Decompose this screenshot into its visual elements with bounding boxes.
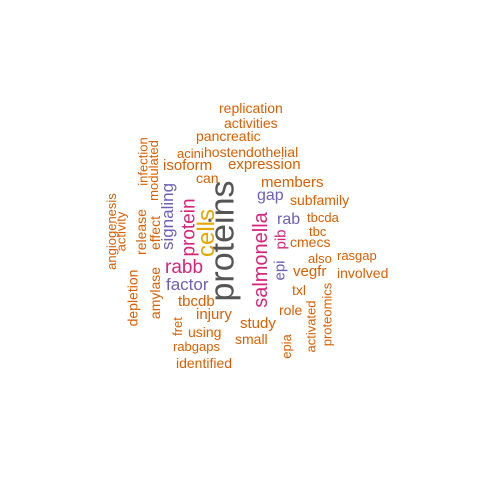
word-isoform: isoform — [163, 157, 213, 174]
word-proteomics: proteomics — [319, 282, 335, 347]
word-effect: effect — [147, 216, 163, 250]
word-subfamily: subfamily — [290, 192, 350, 208]
word-involved: involved — [337, 265, 389, 281]
word-release: release — [132, 209, 149, 255]
word-identified: identified — [176, 355, 233, 371]
word-fret: fret — [169, 317, 185, 336]
word-rasgap: rasgap — [337, 248, 377, 263]
word-members: members — [261, 174, 324, 191]
word-rabb: rabb — [165, 257, 204, 278]
word-small: small — [235, 331, 268, 347]
word-hostendothelial: hostendothelial — [204, 144, 299, 160]
word-salmonella: salmonella — [249, 212, 272, 308]
word-study: study — [240, 315, 276, 332]
word-acini: acini — [177, 146, 204, 161]
word-vegfr: vegfr — [293, 263, 327, 280]
word-rabgaps: rabgaps — [173, 339, 220, 354]
word-injury: injury — [196, 306, 232, 323]
word-tbc: tbc — [309, 224, 327, 239]
word-tbcdb: tbcdb — [178, 293, 215, 310]
word-gap: gap — [257, 187, 284, 204]
word-rab: rab — [277, 211, 301, 228]
word-also: also — [308, 251, 332, 266]
word-expression: expression — [228, 156, 301, 173]
word-txl: txl — [292, 282, 306, 298]
word-modulated: modulated — [145, 140, 161, 201]
word-epi: epi — [271, 260, 289, 281]
word-amylase: amylase — [147, 266, 164, 320]
word-role: role — [279, 302, 303, 318]
word-pancreatic: pancreatic — [196, 128, 261, 144]
word-epia: epia — [278, 334, 294, 359]
word-factor: factor — [166, 275, 209, 294]
word-activated: activated — [303, 300, 319, 353]
word-using: using — [188, 324, 222, 340]
word-cmecs: cmecs — [290, 234, 331, 250]
word-pib: pib — [272, 229, 290, 250]
word-angiogenesis: angiogenesis — [103, 193, 119, 270]
word-depletion: depletion — [124, 269, 141, 327]
word-replication: replication — [219, 100, 283, 116]
word-activities: activities — [224, 115, 278, 131]
word-can: can — [196, 170, 219, 186]
word-tbcda: tbcda — [307, 210, 339, 225]
word-protein: protein — [178, 198, 200, 257]
